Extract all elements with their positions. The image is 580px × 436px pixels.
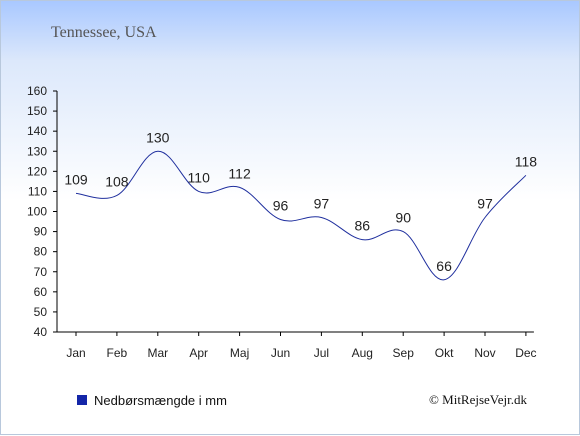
y-tick-label: 120 (27, 164, 47, 178)
y-tick-label: 150 (27, 104, 47, 118)
x-tick-label: Maj (230, 346, 249, 360)
data-label: 118 (515, 153, 538, 169)
x-tick-label: Feb (107, 346, 128, 360)
y-tick-label: 70 (34, 265, 48, 279)
series-line (75, 150, 527, 281)
data-labels: 109 108 130 110 112 96 97 86 90 66 97 118 (64, 129, 537, 274)
x-axis: Jan Feb Mar Apr Maj Jun Jul Aug Sep Okt Nov Dec (57, 331, 537, 360)
x-tick-label: Apr (189, 346, 208, 360)
data-label: 112 (228, 165, 251, 181)
data-label: 110 (188, 169, 211, 185)
x-tick-label: Jun (271, 346, 290, 360)
x-tick-label: Nov (474, 346, 495, 360)
y-tick-label: 40 (34, 325, 48, 339)
x-tick-label: Jan (66, 346, 85, 360)
data-label: 66 (436, 258, 452, 274)
x-tick-label: Dec (515, 346, 536, 360)
y-tick-label: 60 (34, 285, 48, 299)
data-label: 86 (355, 218, 371, 234)
data-label: 96 (273, 198, 289, 214)
data-label: 109 (64, 171, 88, 187)
x-tick-label: Sep (393, 346, 415, 360)
data-label: 108 (105, 173, 129, 189)
legend-label: Nedbørsmængde i mm (94, 393, 227, 408)
y-tick-label: 100 (27, 205, 47, 219)
y-tick-label: 90 (34, 225, 48, 239)
data-label: 97 (314, 196, 330, 212)
y-tick-label: 160 (27, 84, 47, 98)
y-tick-label: 110 (28, 184, 47, 198)
legend-swatch (77, 395, 87, 405)
y-tick-label: 130 (27, 144, 47, 158)
data-label: 130 (146, 129, 170, 145)
y-tick-label: 50 (34, 305, 48, 319)
x-tick-label: Jul (314, 346, 329, 360)
x-tick-label: Aug (352, 346, 373, 360)
y-tick-label: 140 (27, 124, 47, 138)
data-label: 90 (395, 210, 411, 226)
y-axis: 40 50 60 70 80 90 100 110 120 130 140 150 160 (27, 84, 58, 339)
x-tick-label: Okt (435, 346, 454, 360)
credit-text: © MitRejseVejr.dk (429, 392, 527, 407)
y-tick-label: 80 (34, 245, 48, 259)
x-tick-label: Mar (147, 346, 168, 360)
chart-title: Tennessee, USA (51, 24, 157, 41)
data-label: 97 (477, 196, 493, 212)
